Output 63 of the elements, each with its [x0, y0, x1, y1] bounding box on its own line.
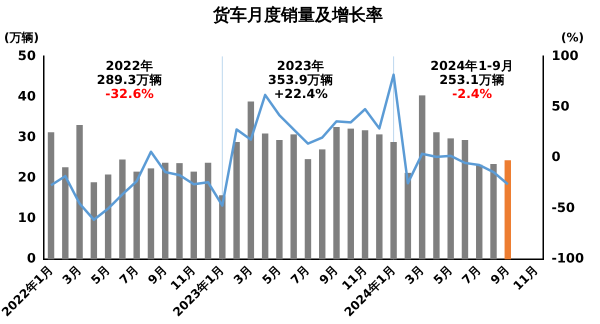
y-tick-label: 0: [26, 252, 36, 267]
x-tick-label: 5月: [430, 262, 456, 288]
bar: [48, 132, 54, 260]
bar: [319, 149, 326, 260]
bar: [76, 124, 83, 260]
bar: [162, 162, 168, 260]
y-tick-label: 40: [18, 89, 36, 104]
annotation: 2024年1-9月 253.1万辆 -2.4%: [430, 58, 514, 101]
y2-tick-label: 50: [551, 100, 570, 115]
bar: [290, 134, 297, 260]
bar: [219, 195, 226, 260]
x-tick-label: 5月: [88, 262, 112, 288]
chart-title: 货车月度销量及增长率: [212, 6, 383, 26]
bar: [90, 182, 98, 260]
bar: [447, 138, 454, 260]
x-tick-label: 7月: [459, 262, 484, 288]
bar: [348, 128, 354, 260]
bar: [148, 168, 154, 260]
bar: [262, 134, 268, 260]
annotation: 2023年 353.9万辆 +22.4%: [268, 58, 334, 101]
x-tick-label: 5月: [259, 262, 284, 288]
bar: [476, 164, 482, 260]
x-tick-label: 3月: [60, 262, 84, 288]
y2-tick-label: -50: [551, 200, 575, 216]
bar: [133, 172, 140, 260]
bar: [190, 172, 197, 260]
x-tick-label: 7月: [288, 262, 312, 288]
x-tick-label: 11月: [510, 262, 541, 294]
bar: [119, 159, 126, 260]
bar: [233, 142, 240, 260]
x-tick-label: 7月: [116, 262, 142, 288]
bar: [248, 101, 254, 260]
bar: [104, 174, 112, 260]
y-tick-label: 10: [18, 211, 36, 226]
bar: [62, 167, 69, 260]
y-tick-label: 50: [18, 48, 36, 64]
x-tick-label: 9月: [316, 262, 341, 288]
y2-tick-label: 0: [551, 150, 561, 166]
y2-axis-title: (%): [561, 30, 584, 45]
bar: [362, 130, 368, 260]
y-axis-title: (万辆): [4, 30, 39, 45]
y-tick-label: 20: [18, 170, 36, 186]
bar: [433, 132, 440, 260]
bar: [204, 162, 212, 260]
x-tick-label: 3月: [230, 262, 256, 288]
x-tick-label: 3月: [402, 262, 426, 288]
bar: [490, 164, 497, 260]
bar: [418, 95, 426, 260]
bar: [304, 159, 312, 260]
bar: [176, 163, 183, 260]
bar: [276, 140, 283, 260]
x-tick-label: 9月: [488, 262, 512, 288]
y-tick-label: 30: [18, 130, 36, 145]
bar: [462, 140, 468, 260]
bar: [376, 134, 383, 260]
annotation: 2022年 289.3万辆 -32.6%: [96, 58, 162, 101]
bar: [333, 127, 340, 260]
x-tick-label: 9月: [145, 262, 170, 288]
y2-tick-label: -100: [551, 252, 584, 267]
y2-tick-label: 100: [551, 48, 579, 64]
bar: [504, 160, 511, 260]
bar: [404, 172, 412, 260]
bar: [390, 142, 397, 260]
